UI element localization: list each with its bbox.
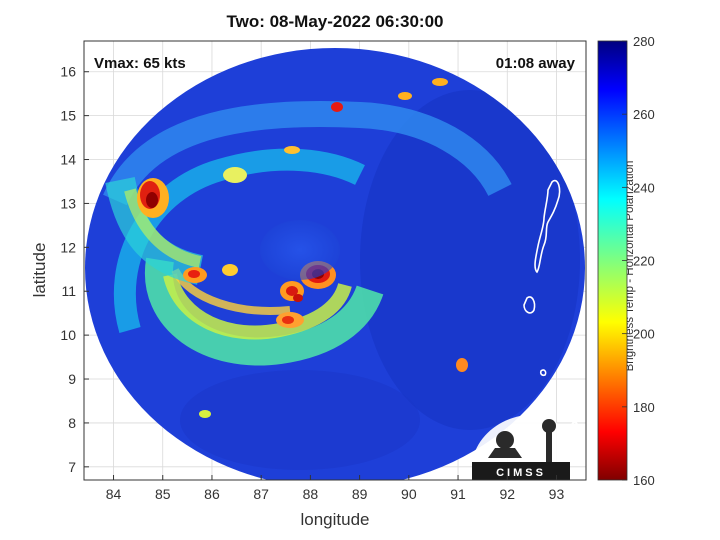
x-tick-label: 92 — [499, 486, 515, 502]
colorbar-ticks: 160 180 200 220 240 260 280 — [622, 34, 655, 488]
colorbar-tick-label: 280 — [633, 34, 655, 49]
y-tick-label: 16 — [60, 64, 76, 80]
x-tick-label: 88 — [303, 486, 319, 502]
x-tick-label: 86 — [204, 486, 220, 502]
cimss-logo: CIMSS — [472, 414, 570, 480]
colorbar-tick-label: 160 — [633, 473, 655, 488]
colorbar-tick-label: 240 — [633, 180, 655, 195]
y-tick-label: 12 — [60, 239, 76, 255]
x-axis-label: longitude — [300, 510, 370, 529]
x-tick-label: 89 — [352, 486, 368, 502]
colorbar-tick-label: 220 — [633, 254, 655, 269]
logo-text: CIMSS — [496, 467, 546, 479]
y-tick-label: 14 — [60, 152, 76, 168]
x-tick-label: 84 — [106, 486, 122, 502]
x-tick-label: 87 — [253, 486, 269, 502]
x-tick-label: 85 — [155, 486, 171, 502]
y-tick-label: 7 — [68, 459, 76, 475]
microwave-swath-image — [85, 48, 585, 480]
colorbar-tick-label: 180 — [633, 400, 655, 415]
coastline-islands — [523, 179, 579, 430]
x-tick-label: 91 — [450, 486, 466, 502]
y-tick-label: 9 — [68, 371, 76, 387]
y-tick-label: 11 — [61, 283, 76, 299]
x-tick-label: 90 — [401, 486, 417, 502]
y-tick-label: 10 — [60, 327, 76, 343]
y-tick-label: 8 — [68, 415, 76, 431]
colorbar-tick-label: 260 — [633, 107, 655, 122]
vmax-annotation: Vmax: 65 kts — [94, 55, 186, 72]
x-tick-label: 93 — [549, 486, 565, 502]
time-away-annotation: 01:08 away — [496, 55, 576, 72]
x-ticks: 84 85 86 87 88 89 90 91 92 93 — [106, 475, 565, 502]
axes-frame — [83, 40, 587, 481]
y-ticks: 7 8 9 10 11 12 13 14 15 16 — [60, 64, 89, 475]
plot-title: Two: 08-May-2022 06:30:00 — [226, 12, 444, 31]
y-tick-label: 13 — [60, 195, 76, 211]
y-tick-label: 15 — [60, 108, 76, 124]
colorbar-tick-label: 200 — [633, 327, 655, 342]
